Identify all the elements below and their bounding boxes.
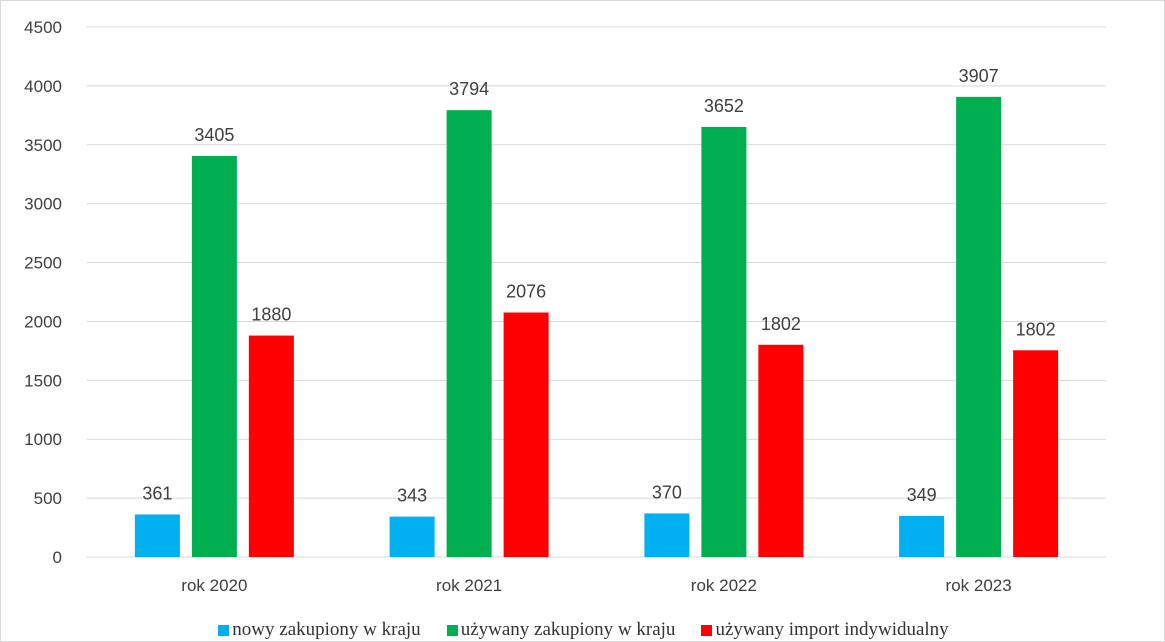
bar-rok-2023-series-1 bbox=[956, 96, 1002, 557]
x-tick-label-rok-2021: rok 2021 bbox=[436, 576, 502, 595]
legend-swatch-nowy bbox=[218, 624, 230, 636]
y-tick-label-3500: 3500 bbox=[24, 136, 62, 155]
y-tick-label-2000: 2000 bbox=[24, 312, 62, 331]
bar-rok-2020-series-2 bbox=[248, 335, 294, 557]
data-label-rok-2021-series-1: 3794 bbox=[449, 79, 489, 99]
y-tick-label-500: 500 bbox=[34, 489, 62, 508]
x-tick-label-rok-2020: rok 2020 bbox=[181, 576, 247, 595]
legend: nowy zakupiony w kraju używany zakupiony… bbox=[1, 619, 1165, 641]
legend-item-uzywany-import: używany import indywidualny bbox=[701, 619, 949, 641]
legend-swatch-uzywany-import bbox=[701, 624, 713, 636]
bar-rok-2021-series-0 bbox=[389, 516, 435, 557]
bar-rok-2022-series-0 bbox=[644, 513, 690, 557]
data-label-rok-2022-series-2: 1802 bbox=[761, 314, 801, 334]
bar-rok-2021-series-1 bbox=[446, 110, 492, 557]
x-tick-label-rok-2022: rok 2022 bbox=[691, 576, 757, 595]
y-tick-label-4000: 4000 bbox=[24, 77, 62, 96]
data-label-rok-2022-series-0: 370 bbox=[652, 482, 682, 502]
data-label-rok-2020-series-2: 1880 bbox=[251, 305, 291, 325]
x-tick-label-rok-2023: rok 2023 bbox=[946, 576, 1012, 595]
data-label-rok-2020-series-1: 3405 bbox=[194, 125, 234, 145]
legend-item-uzywany-kraj: używany zakupiony w kraju bbox=[446, 619, 676, 641]
legend-swatch-uzywany-kraj bbox=[446, 624, 458, 636]
data-label-rok-2021-series-0: 343 bbox=[397, 486, 427, 506]
y-tick-label-1000: 1000 bbox=[24, 430, 62, 449]
data-label-rok-2022-series-1: 3652 bbox=[704, 96, 744, 116]
bar-rok-2020-series-1 bbox=[191, 155, 237, 557]
bar-rok-2020-series-0 bbox=[134, 514, 180, 557]
legend-label-uzywany-import: używany import indywidualny bbox=[715, 619, 949, 640]
y-tick-label-2500: 2500 bbox=[24, 254, 62, 273]
data-label-rok-2020-series-0: 361 bbox=[142, 483, 172, 503]
bar-rok-2023-series-2 bbox=[1013, 350, 1059, 557]
y-axis-tick-labels: 0 500 1000 1500 2000 2500 3000 3500 4000 4500 bbox=[24, 18, 62, 567]
data-labels: 361 3405 1880 343 3794 2076 370 3652 1802 349 3907… bbox=[142, 66, 1055, 506]
legend-item-nowy: nowy zakupiony w kraju bbox=[218, 619, 421, 641]
gridlines bbox=[87, 26, 1106, 558]
x-axis-tick-labels: rok 2020 rok 2021 rok 2022 rok 2023 bbox=[181, 576, 1011, 595]
data-label-rok-2021-series-2: 2076 bbox=[506, 281, 546, 301]
bar-rok-2021-series-2 bbox=[503, 312, 549, 557]
y-tick-label-3000: 3000 bbox=[24, 195, 62, 214]
y-tick-label-0: 0 bbox=[53, 548, 62, 567]
data-label-rok-2023-series-1: 3907 bbox=[959, 66, 999, 86]
data-label-rok-2023-series-2: 1802 bbox=[1016, 319, 1056, 339]
legend-label-uzywany-kraj: używany zakupiony w kraju bbox=[460, 619, 676, 640]
data-label-rok-2023-series-0: 349 bbox=[907, 485, 937, 505]
bars bbox=[134, 96, 1059, 558]
y-tick-label-1500: 1500 bbox=[24, 371, 62, 390]
bar-rok-2023-series-0 bbox=[899, 515, 945, 557]
bar-rok-2022-series-2 bbox=[758, 344, 804, 557]
bar-rok-2022-series-1 bbox=[701, 126, 747, 558]
legend-label-nowy: nowy zakupiony w kraju bbox=[232, 619, 421, 640]
y-tick-label-4500: 4500 bbox=[24, 18, 62, 37]
